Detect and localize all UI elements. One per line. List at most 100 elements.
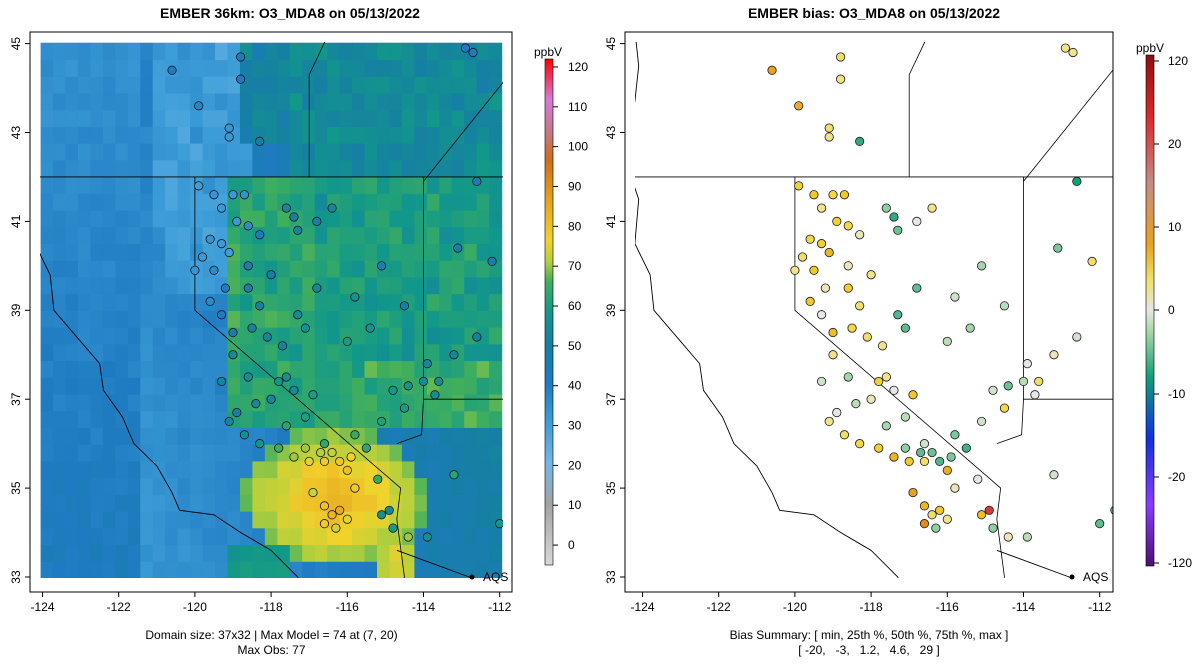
grid-cell <box>389 226 403 245</box>
grid-cell <box>314 377 328 395</box>
grid-cell <box>426 209 440 228</box>
grid-cell <box>202 126 216 144</box>
grid-cell <box>40 444 54 462</box>
grid-cell <box>389 209 403 228</box>
grid-cell <box>127 109 141 127</box>
station-point-concentration <box>228 327 238 338</box>
grid-cell <box>140 460 154 479</box>
grid-cell <box>352 327 366 345</box>
grid-cell <box>352 510 366 529</box>
grid-cell <box>314 393 328 412</box>
colorbar-tick-label: 0 <box>1168 303 1175 317</box>
grid-cell <box>439 243 453 261</box>
grid-cell <box>364 510 378 529</box>
colorbar-tick-label: 20 <box>1168 137 1182 151</box>
grid-cell <box>127 176 141 194</box>
grid-cell <box>277 527 291 546</box>
grid-cell <box>489 343 503 362</box>
grid-cell <box>77 510 92 529</box>
grid-cell <box>127 460 141 479</box>
grid-cell <box>339 109 353 127</box>
grid-cell <box>489 310 503 328</box>
grid-cell <box>65 92 79 111</box>
grid-cell <box>102 226 116 245</box>
grid-cell <box>40 327 54 345</box>
grid-cell <box>289 276 303 295</box>
grid-cell <box>140 176 154 194</box>
grid-cell <box>202 460 216 479</box>
station-point-bias <box>816 376 827 387</box>
grid-cell <box>77 76 92 94</box>
station-point-concentration <box>277 341 288 351</box>
grid-cell <box>451 109 465 127</box>
grid-cell <box>40 360 54 378</box>
station-point-bias <box>1003 381 1013 391</box>
grid-cell <box>102 393 116 412</box>
grid-cell <box>165 143 179 161</box>
grid-cell <box>239 176 254 194</box>
grid-cell <box>426 276 440 295</box>
grid-cell <box>177 377 191 395</box>
grid-cell <box>414 343 428 362</box>
station-point-concentration <box>232 407 242 418</box>
grid-cell <box>426 109 440 127</box>
grid-cell <box>464 126 478 144</box>
grid-cell <box>227 544 241 562</box>
grid-cell <box>90 544 104 562</box>
station-point-bias <box>809 190 819 200</box>
grid-cell <box>401 310 415 328</box>
grid-cell <box>377 527 391 546</box>
state-boundary <box>1023 69 1113 182</box>
station-point-concentration <box>327 510 337 520</box>
grid-cell <box>364 360 378 378</box>
grid-cell <box>439 276 453 295</box>
station-point-concentration <box>243 372 253 382</box>
grid-cell <box>177 243 191 261</box>
grid-cell <box>177 510 191 529</box>
grid-cell <box>476 410 490 428</box>
grid-cell <box>190 226 204 245</box>
left-caption-line1: Domain size: 37x32 | Max Model = 74 at (… <box>145 628 398 642</box>
x-tick-label: -118 <box>260 600 283 614</box>
grid-cell <box>152 360 166 378</box>
grid-cell <box>65 176 79 194</box>
grid-cell <box>102 176 116 194</box>
grid-cell <box>314 310 328 328</box>
grid-cell <box>426 243 440 261</box>
station-point-bias <box>916 447 926 458</box>
station-point-concentration <box>281 203 291 213</box>
grid-cell <box>215 126 229 144</box>
grid-cell <box>190 193 204 211</box>
grid-cell <box>239 377 254 395</box>
grid-cell <box>202 360 216 378</box>
station-point-bias <box>1068 47 1078 58</box>
station-point-bias <box>893 310 903 320</box>
grid-cell <box>40 377 54 395</box>
grid-cell <box>352 343 366 362</box>
grid-cell <box>140 343 154 362</box>
grid-cell <box>77 226 92 245</box>
grid-cell <box>439 427 453 445</box>
grid-cell <box>451 510 465 529</box>
grid-cell <box>65 477 79 495</box>
grid-cell <box>177 260 191 278</box>
station-point-concentration <box>243 283 253 293</box>
grid-cell <box>327 76 341 94</box>
grid-cell <box>401 544 415 562</box>
grid-cell <box>327 126 341 144</box>
colorbar-tick-label: 30 <box>568 419 582 433</box>
grid-cell <box>414 510 428 529</box>
grid-cell <box>364 126 378 144</box>
grid-cell <box>53 92 67 111</box>
grid-cell <box>127 327 141 345</box>
grid-cell <box>239 226 254 245</box>
grid-cell <box>140 109 154 127</box>
grid-cell <box>264 510 278 529</box>
station-point-bias <box>942 465 952 475</box>
grid-cell <box>177 460 191 479</box>
grid-cell <box>401 226 415 245</box>
grid-cell <box>227 143 241 161</box>
station-point-bias <box>1003 532 1013 542</box>
station-point-concentration <box>335 505 345 515</box>
grid-cell <box>302 427 316 445</box>
